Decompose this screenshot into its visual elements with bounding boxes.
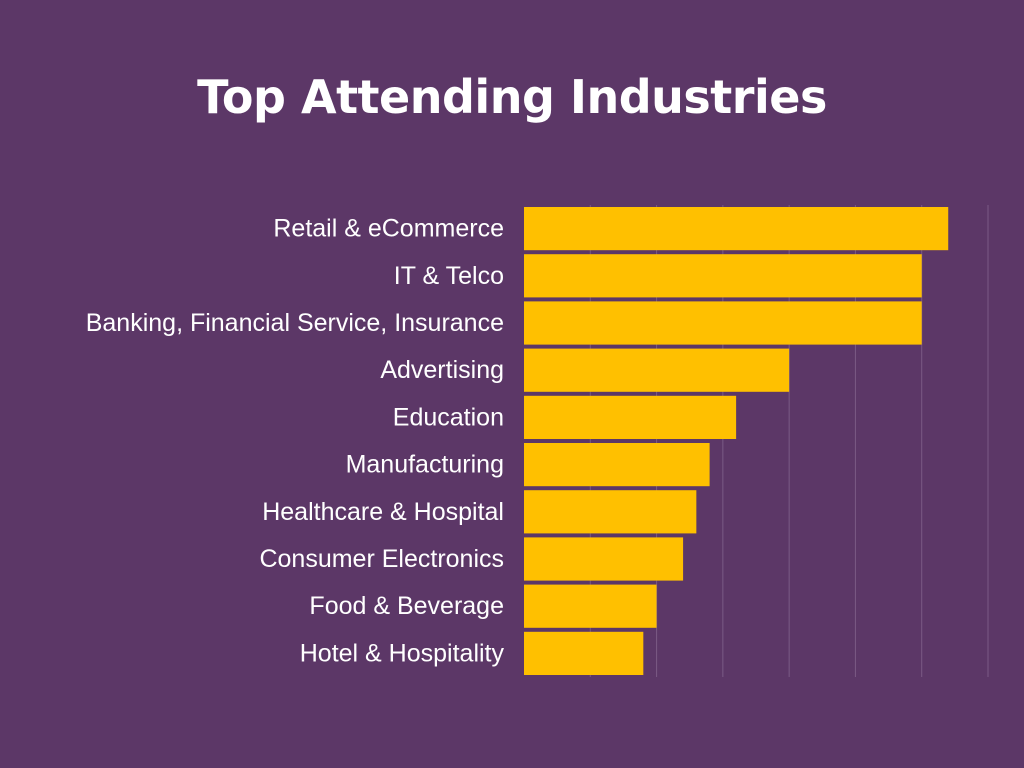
category-label: Hotel & Hospitality <box>300 639 505 667</box>
category-label: Advertising <box>380 356 504 384</box>
chart-title: Top Attending Industries <box>197 70 827 124</box>
category-label: Banking, Financial Service, Insurance <box>86 309 504 337</box>
bar <box>524 631 644 675</box>
bar <box>524 254 922 298</box>
bar <box>524 207 949 251</box>
category-label: IT & Telco <box>394 262 504 290</box>
bar <box>524 490 697 534</box>
category-label: Food & Beverage <box>309 592 504 620</box>
bar <box>524 395 737 439</box>
category-label: Manufacturing <box>346 451 504 479</box>
bar <box>524 348 790 392</box>
category-label: Healthcare & Hospital <box>262 498 504 526</box>
bar <box>524 443 710 487</box>
category-label: Retail & eCommerce <box>273 215 504 243</box>
category-label: Consumer Electronics <box>259 545 504 573</box>
category-label: Education <box>393 403 504 431</box>
bar <box>524 537 684 581</box>
bar <box>524 584 657 628</box>
bar <box>524 301 922 345</box>
